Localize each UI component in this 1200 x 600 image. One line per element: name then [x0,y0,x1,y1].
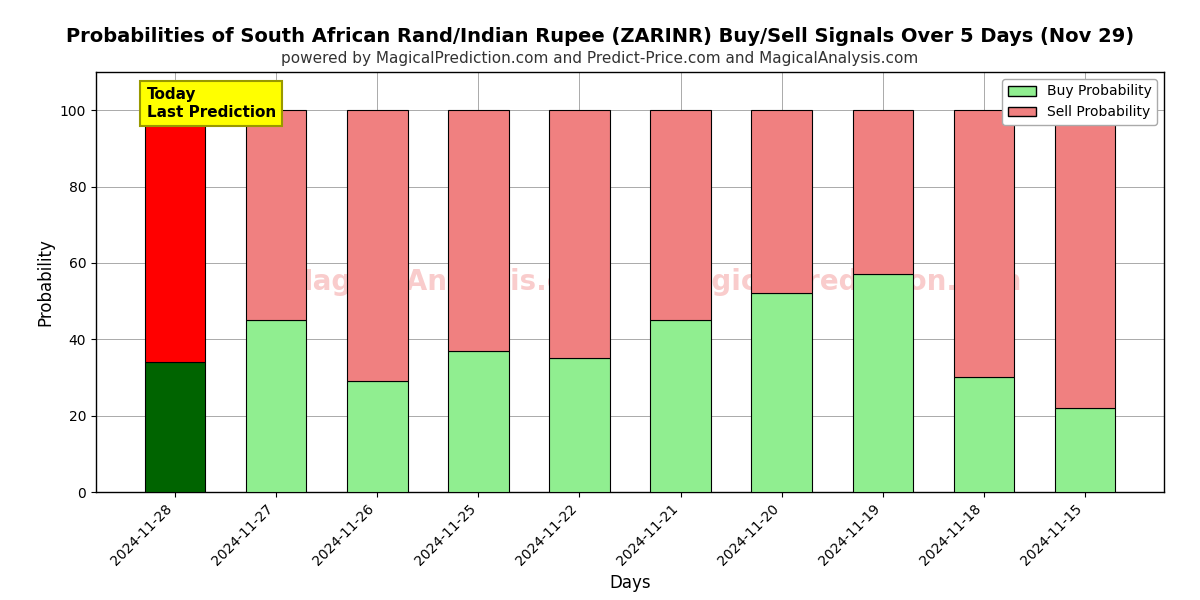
Bar [751,110,812,293]
Bar [347,110,408,381]
Text: powered by MagicalPrediction.com and Predict-Price.com and MagicalAnalysis.com: powered by MagicalPrediction.com and Pre… [281,51,919,66]
Bar [650,110,710,320]
Bar [448,110,509,351]
Bar [448,351,509,492]
Bar [550,358,610,492]
Bar [650,320,710,492]
Text: Today
Last Prediction: Today Last Prediction [146,87,276,119]
Bar [954,377,1014,492]
Bar [347,381,408,492]
Bar [246,110,306,320]
Bar [852,110,913,274]
Y-axis label: Probability: Probability [36,238,54,326]
Bar [751,293,812,492]
Bar [1055,408,1116,492]
Bar [144,362,205,492]
Bar [246,320,306,492]
Bar [144,110,205,362]
Bar [1055,110,1116,408]
Bar [954,110,1014,377]
Text: Probabilities of South African Rand/Indian Rupee (ZARINR) Buy/Sell Signals Over : Probabilities of South African Rand/Indi… [66,27,1134,46]
Bar [852,274,913,492]
Text: MagicalPrediction.com: MagicalPrediction.com [665,268,1022,296]
Text: MagicalAnalysis.com: MagicalAnalysis.com [286,268,612,296]
Legend: Buy Probability, Sell Probability: Buy Probability, Sell Probability [1002,79,1157,125]
Bar [550,110,610,358]
X-axis label: Days: Days [610,574,650,592]
